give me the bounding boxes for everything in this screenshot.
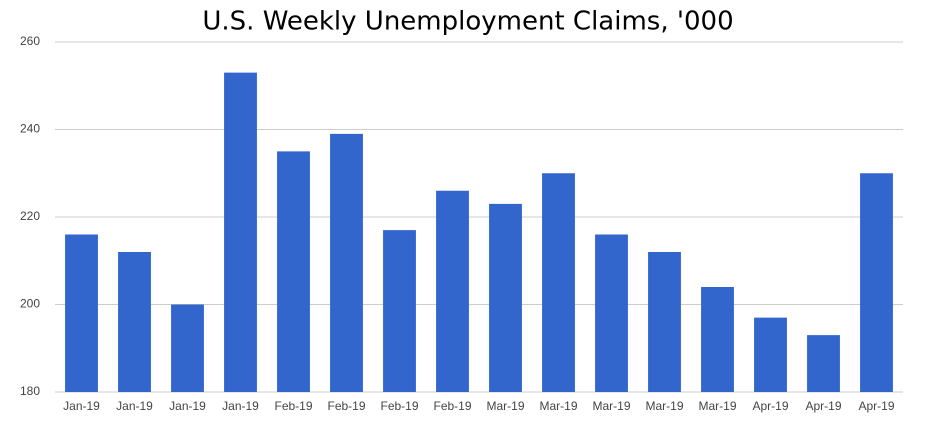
bar [436,190,469,392]
bar [754,317,787,392]
x-tick-label: Feb-19 [433,399,471,413]
bar [171,304,204,392]
bar [277,151,310,392]
bar [542,173,575,392]
bar [489,203,522,392]
x-tick-label: Feb-19 [380,399,418,413]
x-tick-label: Mar-19 [645,399,683,413]
x-tick-label: Apr-19 [752,399,788,413]
x-tick-label: Feb-19 [274,399,312,413]
bar [701,287,734,392]
bar [595,234,628,392]
bar [330,133,363,392]
chart-title: U.S. Weekly Unemployment Claims, '000 [202,7,733,37]
x-tick-label: Jan-19 [222,399,259,413]
bar [860,173,893,392]
bar [383,230,416,392]
bar [118,252,151,392]
x-tick-label: Jan-19 [63,399,100,413]
x-tick-label: Jan-19 [169,399,206,413]
x-tick-label: Mar-19 [539,399,577,413]
x-tick-label: Apr-19 [805,399,841,413]
y-tick-label: 180 [20,384,40,398]
bar [648,252,681,392]
bar [807,335,840,392]
x-tick-label: Apr-19 [858,399,894,413]
x-tick-label: Mar-19 [592,399,630,413]
y-tick-label: 240 [20,122,40,136]
y-tick-label: 260 [20,34,40,48]
y-tick-label: 200 [20,297,40,311]
bar [65,234,98,392]
y-tick-label: 220 [20,209,40,223]
x-tick-label: Feb-19 [327,399,365,413]
x-tick-label: Mar-19 [698,399,736,413]
x-tick-label: Mar-19 [486,399,524,413]
bar [224,72,257,392]
x-tick-label: Jan-19 [116,399,153,413]
